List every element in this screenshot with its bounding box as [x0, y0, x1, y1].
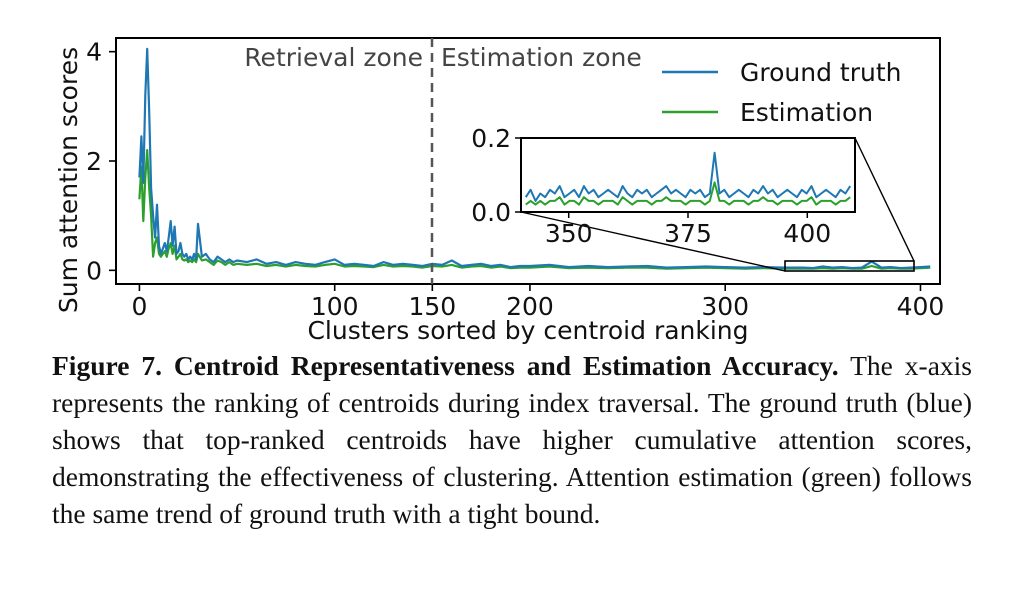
main-lines — [138, 47, 931, 270]
legend-label-estimation: Estimation — [740, 98, 873, 127]
inset-series-line-ground-truth — [524, 151, 852, 202]
x-axis-label: Clusters sorted by centroid ranking — [307, 316, 748, 345]
y-axis-label: Sum attention scores — [54, 47, 83, 313]
zoom-region-box — [784, 260, 915, 272]
zoom-connector-left — [520, 211, 786, 272]
x-tick-label: 400 — [897, 292, 945, 321]
inset-x-tick-label: 400 — [783, 219, 831, 248]
zone-label-estimation: Estimation zone — [441, 43, 642, 72]
x-tick-label: 0 — [131, 292, 147, 321]
series-line-ground-truth — [138, 47, 931, 270]
inset-series-line-estimation — [525, 181, 851, 206]
inset-y-tick-label: 0.2 — [471, 124, 511, 153]
y-axis-ticks: 0 2 4 — [86, 38, 116, 285]
x-tick-label: 200 — [506, 292, 554, 321]
y-tick-label: 4 — [86, 38, 102, 67]
inset-x-tick-label: 375 — [664, 219, 712, 248]
inset-chart: 350 375 400 0.0 0.2 — [471, 124, 856, 248]
caption-heading: Figure 7. Centroid Representativeness an… — [52, 350, 839, 381]
inset-lines — [524, 151, 852, 206]
y-tick-label: 0 — [86, 256, 102, 285]
zone-label-retrieval: Retrieval zone — [244, 43, 423, 72]
inset-x-ticks: 350 375 400 — [545, 212, 831, 248]
x-tick-label: 300 — [701, 292, 749, 321]
x-tick-label: 150 — [408, 292, 456, 321]
caption-body: The x-axis represents the ranking of cen… — [52, 350, 972, 529]
y-tick-label: 2 — [86, 147, 102, 176]
figure-caption: Figure 7. Centroid Representativeness an… — [52, 347, 972, 532]
legend-label-ground-truth: Ground truth — [740, 58, 901, 87]
inset-y-ticks: 0.0 0.2 — [471, 124, 521, 227]
x-tick-label: 100 — [311, 292, 359, 321]
figure-chart: 0 100 150 200 300 400 0 2 4 Retrieval zone Esti… — [54, 37, 944, 345]
zoom-connector-right — [854, 137, 915, 262]
inset-y-tick-label: 0.0 — [471, 198, 511, 227]
inset-x-tick-label: 350 — [545, 219, 593, 248]
legend: Ground truth Estimation — [662, 58, 901, 127]
x-axis-ticks: 0 100 150 200 300 400 — [131, 284, 944, 321]
